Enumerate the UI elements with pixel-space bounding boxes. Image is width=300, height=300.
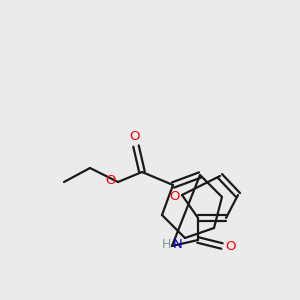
Text: H: H (161, 238, 171, 250)
Text: O: O (169, 190, 179, 202)
Text: O: O (226, 239, 236, 253)
Text: N: N (173, 238, 183, 250)
Text: O: O (105, 175, 115, 188)
Text: O: O (130, 130, 140, 143)
